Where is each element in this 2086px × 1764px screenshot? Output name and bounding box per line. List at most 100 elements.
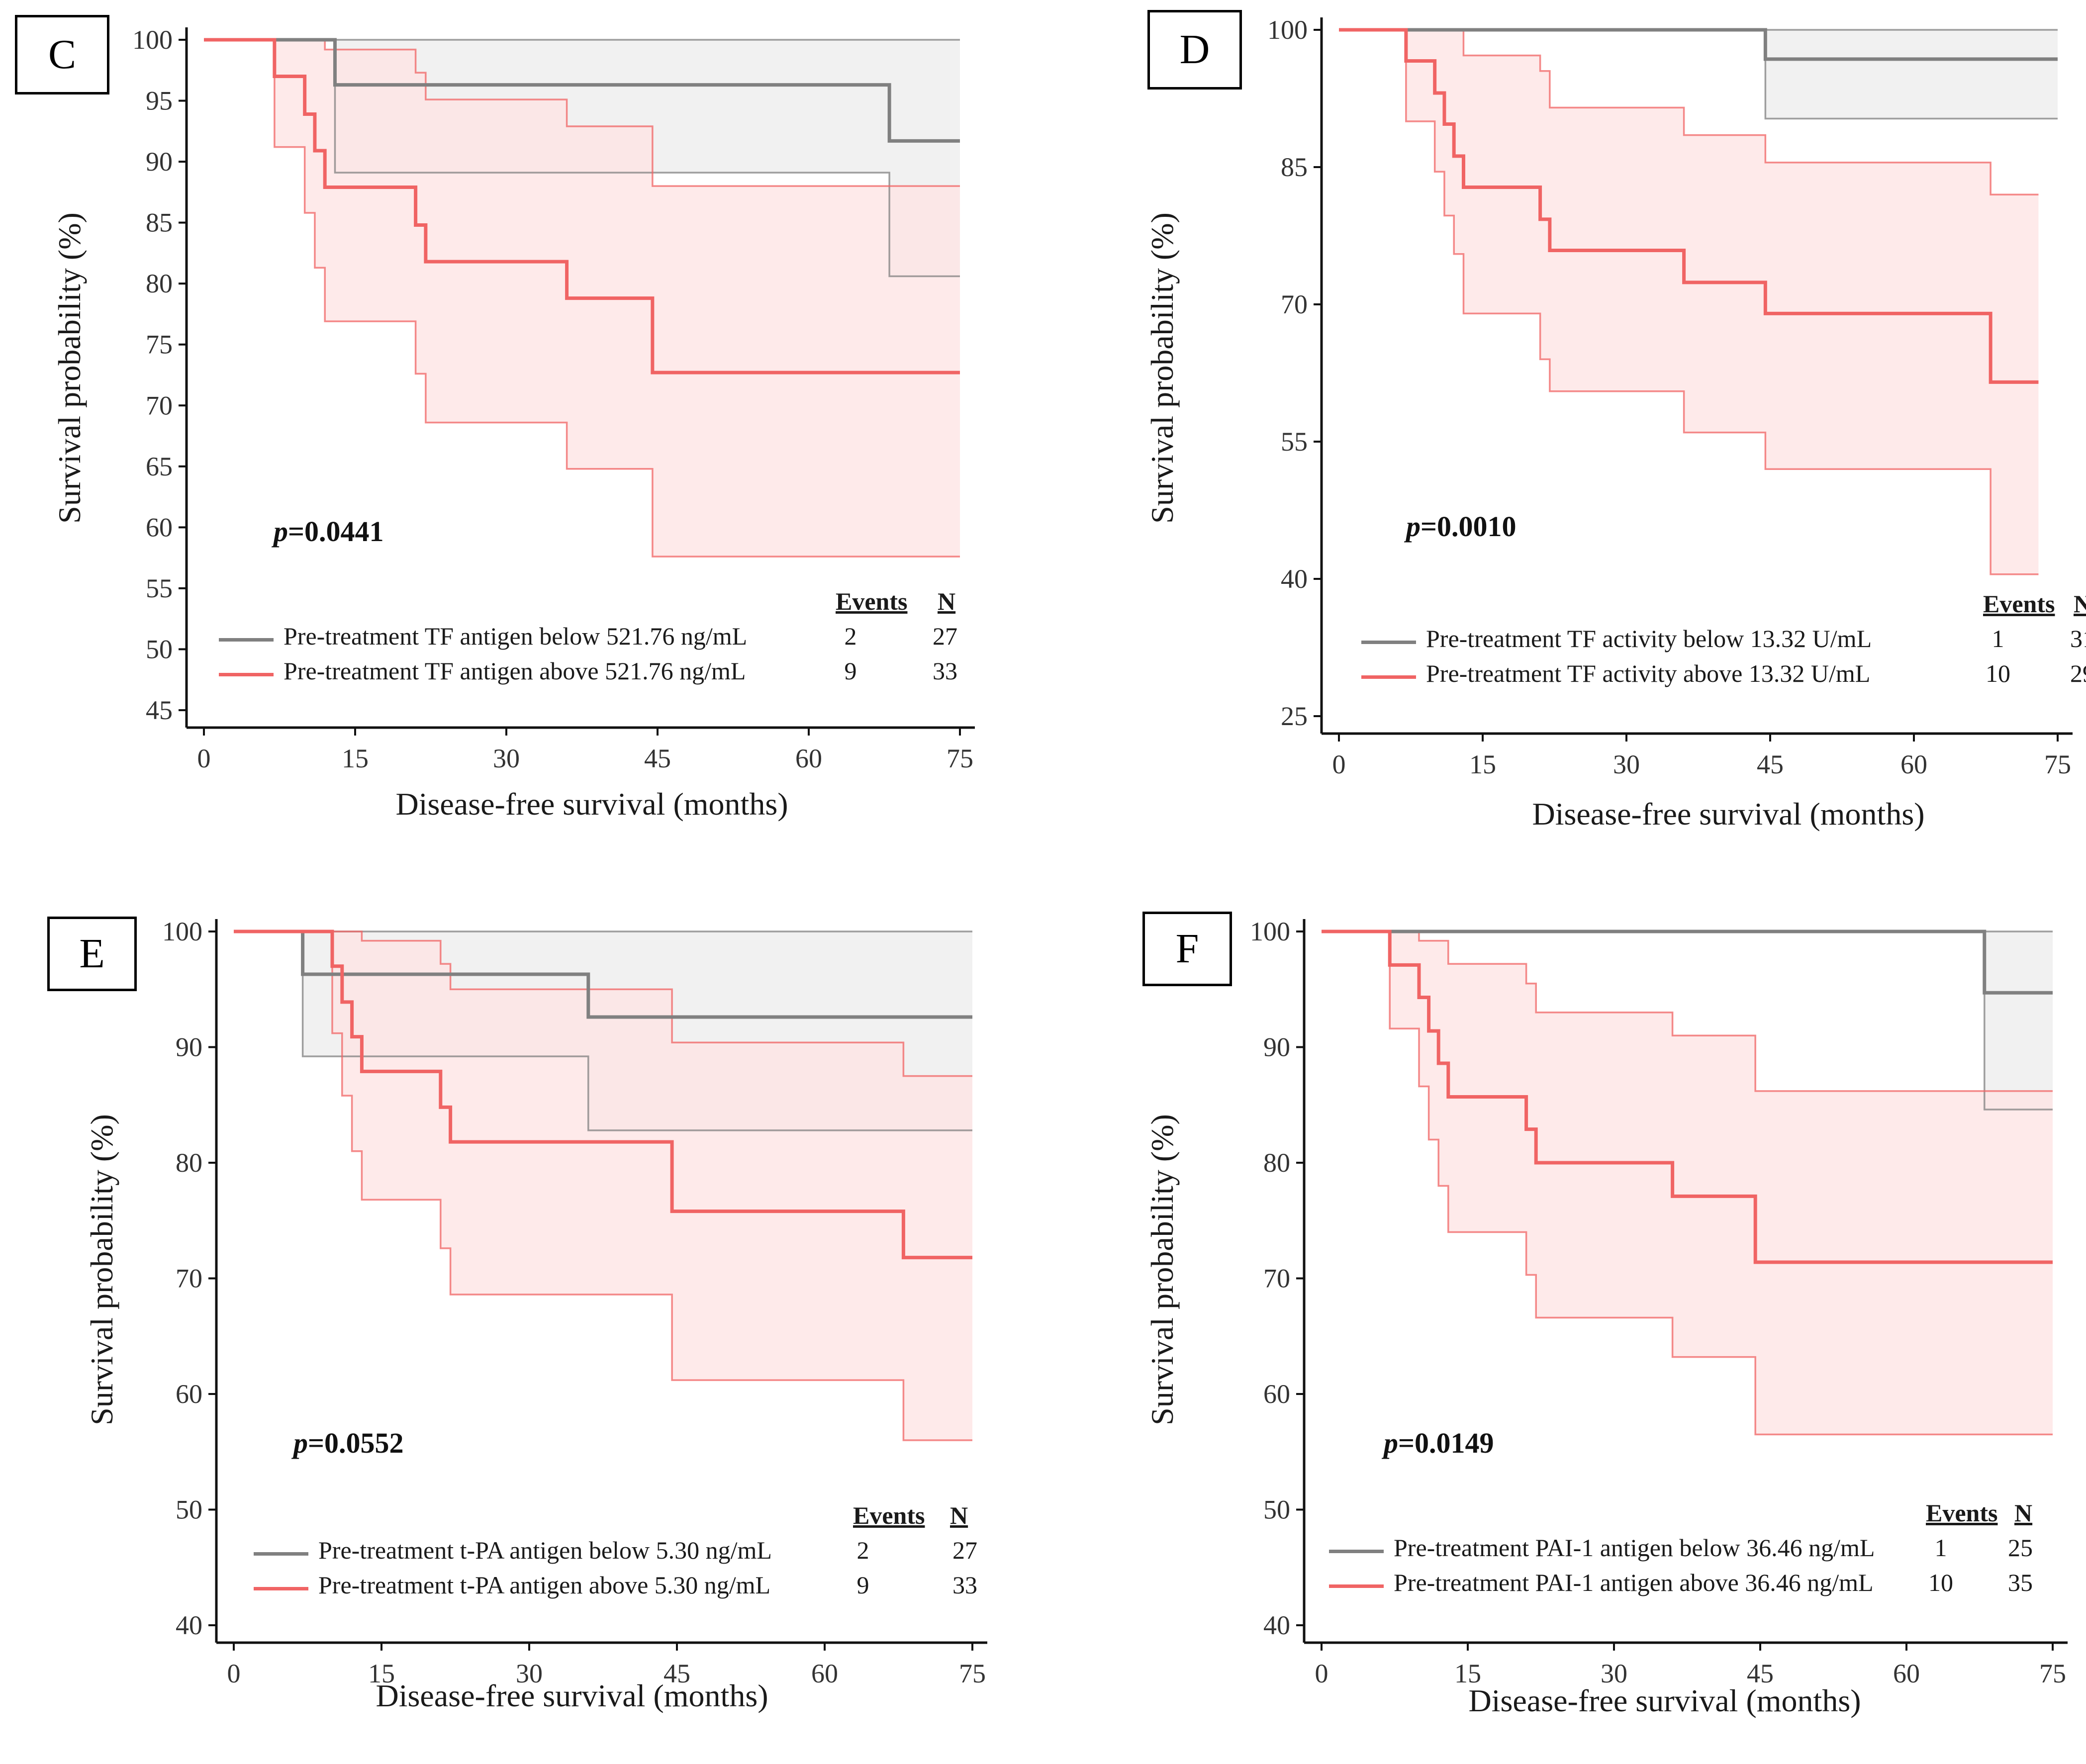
y-tick-label: 55 [1281,427,1308,457]
ci-lower-above [204,39,960,557]
km-plot-d: 25 40 55 70 85 100 0 15 30 45 60 75 [1267,15,2073,779]
y-tick-label: 70 [1263,1264,1290,1294]
x-tick-label: 0 [1315,1659,1328,1688]
legend-events-above: 10 [1928,1569,1953,1596]
x-axis-title-c: Disease-free survival (months) [395,786,788,822]
panel-label-f: F [1142,912,1232,986]
y-tick-label: 55 [146,573,173,603]
y-tick-label: 90 [146,147,173,177]
y-axis-title-f: Survival probability (%) [1142,996,1182,1543]
y-tick-label: 70 [1281,289,1308,319]
y-tick-label: 100 [1250,917,1290,946]
legend-events-below: 2 [856,1536,869,1564]
legend-n-above: 29 [2070,659,2086,687]
panel-label-e: E [47,917,137,991]
legend-n-above: 35 [2008,1569,2033,1596]
y-tick-label: 65 [146,452,173,481]
y-tick-label: 40 [1281,564,1308,594]
y-tick-label: 25 [1281,701,1308,731]
x-tick-label: 75 [2044,749,2071,779]
y-tick-label: 80 [176,1148,202,1178]
legend-label-above: Pre-treatment TF activity above 13.32 U/… [1426,659,1871,687]
x-tick-label: 60 [1900,749,1927,779]
legend-swatch-above [254,1587,308,1590]
legend-label-above: Pre-treatment PAI-1 antigen above 36.46 … [1394,1569,1874,1596]
x-tick-label: 60 [795,743,822,773]
p-symbol: p [293,1427,308,1459]
y-axis-title-text: Survival probability (%) [1144,1114,1180,1425]
p-value-text: =0.0552 [308,1427,404,1459]
legend-label-below: Pre-treatment TF antigen below 521.76 ng… [284,622,748,650]
ci-upper-above [1322,930,2053,1092]
x-tick-label: 0 [1332,749,1346,779]
p-value-e: p=0.0552 [293,1426,404,1460]
legend-n-below: 25 [2008,1534,2033,1562]
x-tick-label: 30 [516,1659,543,1688]
km-plot-c: 45 50 55 60 65 70 75 80 85 90 95 100 0 15 30 45 60 75 [132,25,975,773]
y-tick-label: 50 [146,634,173,664]
x-tick-label: 15 [368,1659,395,1688]
panel-c: 45 50 55 60 65 70 75 80 85 90 95 100 0 15 30 45 60 75 C S… [0,0,1043,882]
p-value-c: p=0.0441 [274,515,384,548]
ci-band-above [1339,30,2039,574]
km-plot-f: 40 50 60 70 80 90 100 0 15 30 45 60 75 [1250,917,2068,1688]
x-axis-title-d: Disease-free survival (months) [1532,796,1925,832]
legend-swatch-below [1361,641,1416,644]
y-axis-title-text: Survival probability (%) [84,1114,119,1425]
ci-band-above [1322,931,2053,1435]
x-tick-label: 75 [947,743,973,773]
x-tick-label: 30 [1613,749,1640,779]
legend-events-below: 1 [1991,625,2004,652]
legend-events-below: 1 [1934,1534,1947,1562]
x-tick-label: 15 [342,743,369,773]
x-tick-label: 60 [1893,1659,1920,1688]
legend-events-above: 9 [856,1571,869,1599]
p-value-d: p=0.0010 [1406,510,1517,543]
x-axis-title-f: Disease-free survival (months) [1468,1683,1861,1718]
x-tick-label: 0 [227,1659,241,1688]
x-tick-label: 30 [493,743,520,773]
survival-curve-above [1322,929,2053,1264]
legend-n-header: N [938,587,956,615]
y-axis-title-e: Survival probability (%) [82,996,122,1543]
legend-label-above: Pre-treatment TF antigen above 521.76 ng… [284,657,746,685]
ci-lower-above [234,930,972,1441]
x-tick-label: 45 [664,1659,690,1688]
ci-band-below [1339,30,2058,119]
p-value-text: =0.0149 [1398,1427,1494,1459]
legend-label-below: Pre-treatment PAI-1 antigen below 36.46 … [1394,1534,1875,1562]
y-tick-label: 60 [146,512,173,542]
legend-swatch-above [1361,675,1416,679]
survival-curve-below [1339,28,2058,61]
legend-events-below: 2 [844,622,857,650]
ci-lower-above [1339,29,2039,575]
panel-label-c: C [15,15,109,94]
legend-label-below: Pre-treatment TF activity below 13.32 U/… [1426,625,1872,652]
legend-swatch-above [1329,1584,1384,1588]
x-tick-label: 30 [1601,1659,1627,1688]
legend-swatch-below [1329,1550,1384,1553]
p-symbol: p [1384,1427,1398,1459]
legend-events-header: Events [1983,590,2055,618]
y-tick-label: 50 [1263,1495,1290,1525]
x-tick-label: 45 [644,743,671,773]
legend-n-below: 31 [2070,625,2086,652]
y-tick-label: 90 [1263,1032,1290,1062]
x-axis-title-e: Disease-free survival (months) [376,1678,768,1713]
y-tick-label: 100 [1267,15,1308,45]
y-tick-label: 70 [176,1264,202,1294]
p-symbol: p [1406,510,1421,543]
p-value-text: =0.0441 [288,515,384,548]
p-value-f: p=0.0149 [1384,1426,1494,1460]
x-tick-label: 45 [1757,749,1784,779]
y-tick-label: 85 [1281,152,1308,182]
legend-n-above: 33 [933,657,957,685]
legend-n-below: 27 [933,622,957,650]
p-value-text: =0.0010 [1421,510,1517,543]
panel-label-d: D [1147,10,1242,90]
legend-events-header: Events [853,1501,925,1529]
panel-d: 25 40 55 70 85 100 0 15 30 45 60 75 D Survival prob… [1043,0,2086,882]
x-tick-label: 15 [1469,749,1496,779]
y-tick-label: 60 [1263,1379,1290,1409]
y-tick-label: 60 [176,1379,202,1409]
